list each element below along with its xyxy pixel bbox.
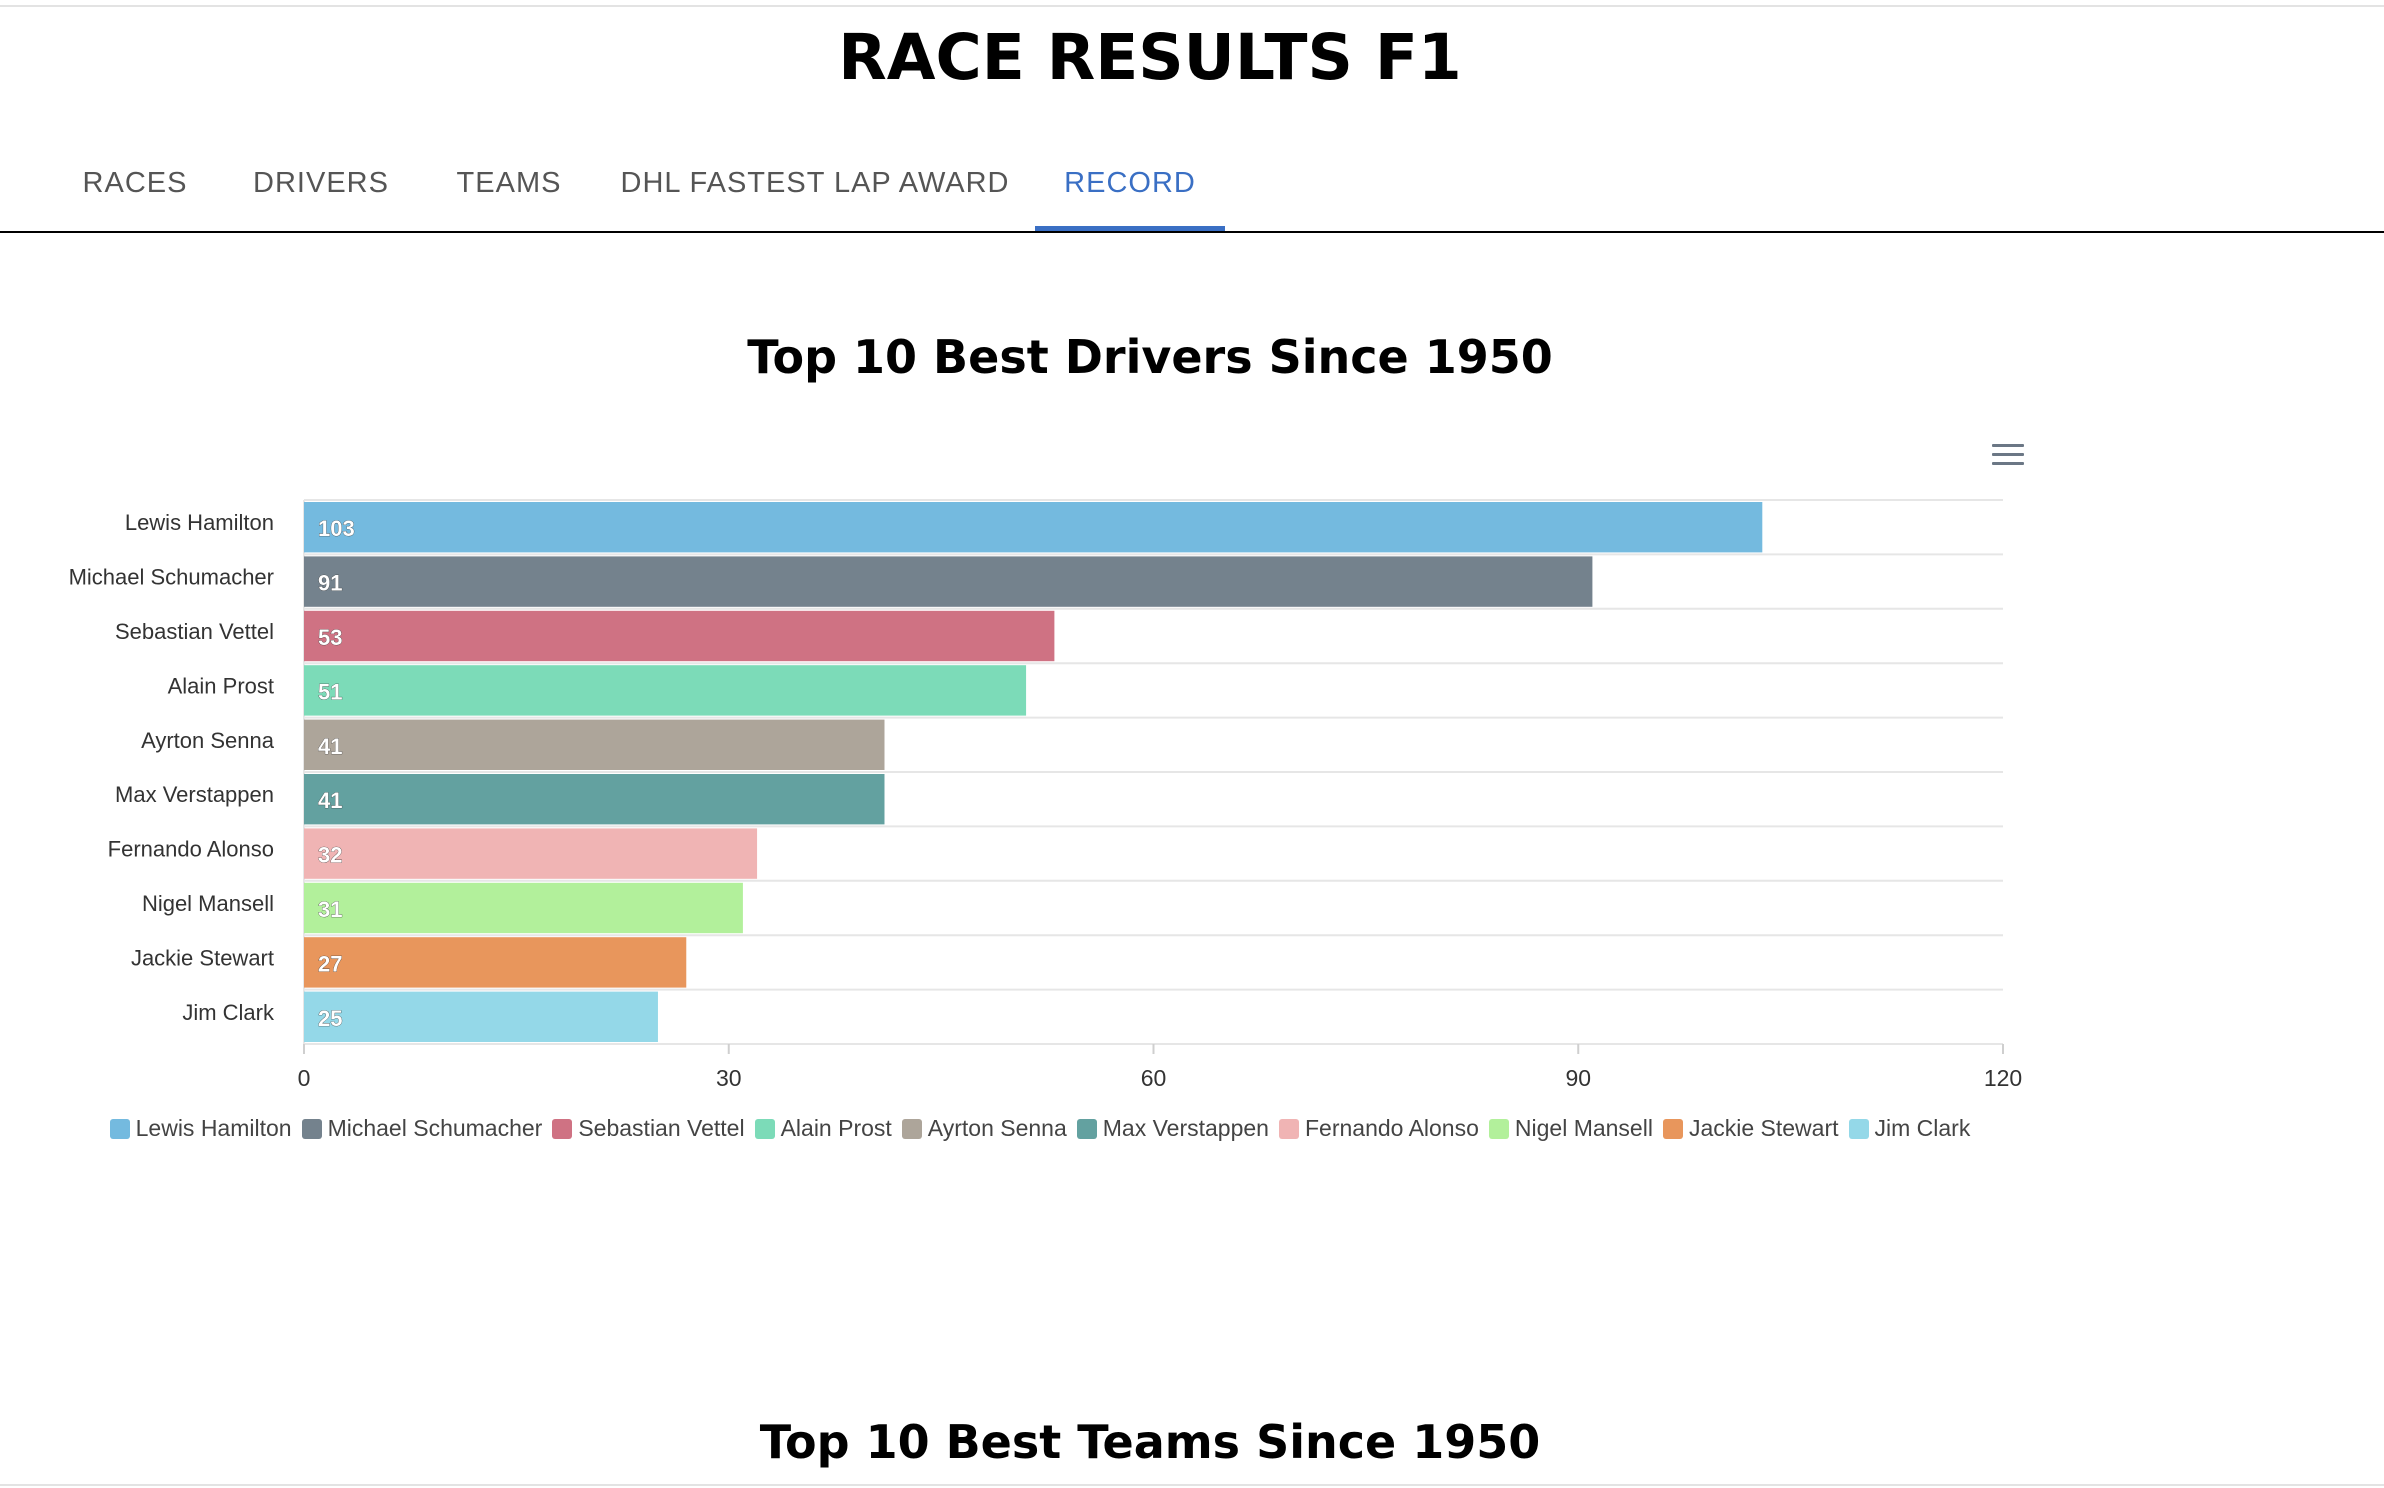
data-label: 32: [318, 843, 342, 868]
tab-drivers[interactable]: DRIVERS: [253, 167, 389, 199]
page-title: RACE RESULTS F1: [838, 21, 1462, 94]
legend-swatch: [1848, 1119, 1869, 1139]
legend-item[interactable]: Sebastian Vettel: [552, 1110, 745, 1146]
legend-label: Sebastian Vettel: [578, 1115, 745, 1141]
category-label: Fernando Alonso: [108, 837, 274, 862]
category-label: Alain Prost: [168, 673, 274, 698]
teams-chart-title: Top 10 Best Teams Since 1950: [759, 1415, 1541, 1469]
tab-races[interactable]: RACES: [82, 167, 188, 199]
legend-item[interactable]: Jackie Stewart: [1662, 1110, 1839, 1146]
legend-item[interactable]: Ayrton Senna: [901, 1110, 1067, 1146]
legend-swatch: [901, 1119, 922, 1139]
bar-lewis-hamilton: [304, 502, 1763, 553]
drivers-chart-title: Top 10 Best Drivers Since 1950: [747, 330, 1553, 384]
category-label: Jackie Stewart: [131, 945, 274, 970]
legend-swatch: [754, 1119, 775, 1139]
tab-teams[interactable]: TEAMS: [456, 167, 562, 199]
data-label: 27: [318, 951, 342, 976]
x-tick-label: 30: [716, 1065, 742, 1091]
x-tick-label: 120: [1984, 1065, 2022, 1091]
category-label: Jim Clark: [182, 1000, 275, 1025]
bar-sebastian-vettel: [304, 610, 1055, 662]
bottom-border: [0, 1484, 2384, 1486]
legend-label: Lewis Hamilton: [135, 1115, 292, 1141]
legend-item[interactable]: Lewis Hamilton: [109, 1110, 292, 1146]
data-label: 41: [318, 734, 342, 759]
legend-label: Michael Schumacher: [327, 1115, 543, 1141]
bar-jim-clark: [304, 991, 658, 1042]
data-label: 31: [318, 897, 342, 922]
bar-alain-prost: [304, 665, 1027, 716]
data-label: 91: [318, 571, 342, 596]
data-label: 103: [318, 516, 355, 541]
legend-label: Ayrton Senna: [927, 1115, 1067, 1141]
bar-max-verstappen: [304, 774, 885, 825]
legend-swatch: [1076, 1119, 1097, 1139]
legend-item[interactable]: Max Verstappen: [1076, 1110, 1269, 1146]
legend-swatch: [1278, 1119, 1299, 1139]
legend-swatch: [1488, 1119, 1509, 1139]
tabs-divider: [0, 231, 2384, 233]
legend-item[interactable]: Nigel Mansell: [1488, 1110, 1653, 1146]
category-label: Ayrton Senna: [141, 728, 275, 753]
legend-label: Jackie Stewart: [1688, 1115, 1839, 1141]
active-tab-indicator: [1035, 226, 1225, 231]
legend-item[interactable]: Jim Clark: [1848, 1110, 1971, 1146]
bar-michael-schumacher: [304, 556, 1593, 607]
legend-label: Alain Prost: [780, 1115, 892, 1141]
category-label: Sebastian Vettel: [115, 619, 274, 644]
data-label: 53: [318, 625, 342, 650]
bar-fernando-alonso: [304, 828, 758, 879]
bar-nigel-mansell: [304, 882, 743, 934]
legend-label: Max Verstappen: [1102, 1115, 1269, 1141]
bar-jackie-stewart: [304, 937, 687, 988]
tab-dhl-fastest-lap-award[interactable]: DHL FASTEST LAP AWARD: [620, 167, 1010, 199]
tab-record[interactable]: RECORD: [1064, 167, 1196, 199]
legend-label: Fernando Alonso: [1304, 1115, 1479, 1141]
legend-swatch: [301, 1119, 322, 1139]
category-label: Nigel Mansell: [142, 891, 274, 916]
legend-item[interactable]: Fernando Alonso: [1278, 1110, 1479, 1146]
data-label: 51: [318, 679, 342, 704]
category-label: Michael Schumacher: [69, 565, 274, 590]
data-label: 25: [318, 1006, 342, 1031]
x-tick-label: 60: [1141, 1065, 1167, 1091]
legend-swatch: [109, 1119, 130, 1139]
drivers-bar-chart: 0 30 60 90 120 Lewis Hamilton 103 Michael Schum…: [69, 499, 2022, 1091]
legend-item[interactable]: Michael Schumacher: [301, 1110, 543, 1146]
top-border: [0, 5, 2384, 7]
legend-label: Jim Clark: [1874, 1115, 1971, 1141]
tab-bar: RACES DRIVERS TEAMS DHL FASTEST LAP AWAR…: [0, 150, 2384, 234]
x-tick-label: 0: [298, 1065, 311, 1091]
data-label: 41: [318, 788, 342, 813]
legend-swatch: [552, 1119, 573, 1139]
hamburger-menu-icon[interactable]: [1990, 440, 2026, 470]
legend-item[interactable]: Alain Prost: [754, 1110, 892, 1146]
x-tick-label: 90: [1565, 1065, 1591, 1091]
chart-legend: Lewis Hamilton Michael Schumacher Sebastia…: [60, 1110, 2020, 1146]
category-label: Max Verstappen: [115, 782, 274, 807]
category-label: Lewis Hamilton: [125, 510, 274, 535]
legend-swatch: [1662, 1119, 1683, 1139]
bar-ayrton-senna: [304, 719, 885, 770]
legend-label: Nigel Mansell: [1514, 1115, 1653, 1141]
